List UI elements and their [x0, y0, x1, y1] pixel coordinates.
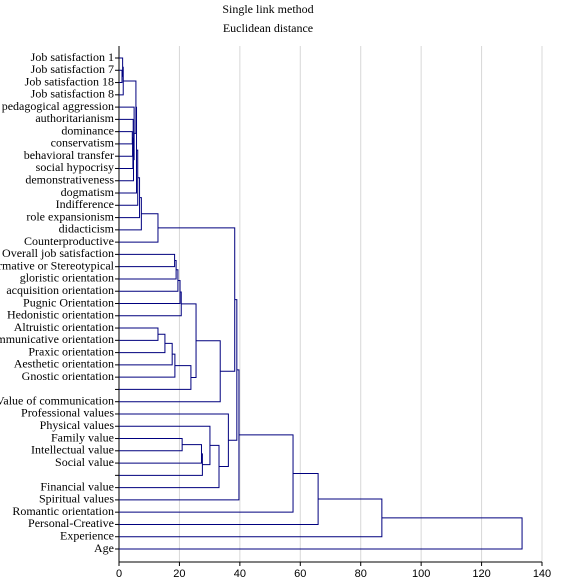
leaf-label: social hypocrisy — [36, 160, 114, 174]
x-tick-label: 120 — [472, 568, 490, 580]
dendrogram-link — [119, 213, 159, 243]
leaf-label: Personal-Creative — [28, 516, 114, 530]
dendrogram-link — [119, 434, 294, 513]
dendrogram-link — [119, 146, 134, 169]
dendrogram-link — [119, 131, 133, 145]
leaf-label: demonstrativeness — [25, 173, 114, 187]
leaf-label: Value of communication — [0, 393, 114, 407]
leaf-label: Age — [94, 541, 114, 555]
leaf-label: Pugnic Orientation — [23, 295, 114, 309]
leaf-label: dogmatism — [61, 185, 115, 199]
leaf-label: didacticism — [59, 222, 115, 236]
leaf-label: Physical values — [40, 418, 115, 432]
dendrogram-link — [119, 438, 183, 452]
dendrogram-link — [119, 118, 134, 159]
leaf-label: Social value — [55, 455, 114, 469]
dendrogram-link — [119, 327, 159, 341]
dendrogram-link — [119, 138, 135, 182]
dendrogram-link — [119, 425, 211, 466]
x-tick-label: 100 — [412, 568, 430, 580]
leaf-label: Aesthetic orientation — [14, 357, 114, 371]
leaf-label: Spiritual values — [39, 492, 114, 506]
leaf-label: Counterproductive — [24, 234, 114, 248]
leaf-label: behavioral transfer — [24, 148, 114, 162]
leaf-label: Gnostic orientation — [22, 369, 114, 383]
leaf-label: Overall job satisfaction — [2, 246, 114, 260]
leaf-label: Job satisfaction 18 — [25, 74, 114, 88]
leaf-label: authoritarianism — [35, 111, 114, 125]
leaf-label: dominance — [61, 123, 114, 137]
dendrogram-link — [119, 260, 177, 280]
leaf-label: Romantic orientation — [12, 504, 114, 518]
x-tick-label: 140 — [533, 568, 551, 580]
dendrogram-link — [119, 253, 176, 268]
leaf-label: Job satisfaction 1 — [31, 50, 114, 64]
dendrogram-link — [119, 137, 134, 157]
dendrogram-link — [119, 413, 229, 468]
leaf-label: Hedonistic orientation — [7, 308, 114, 322]
chart-title: Single link method — [222, 2, 313, 16]
dendrogram-link — [119, 342, 173, 366]
leaf-label: Job satisfaction 7 — [31, 62, 114, 76]
leaf-label: Financial value — [40, 479, 114, 493]
dendrogram-link — [119, 340, 221, 403]
leaf-label: ormative or Stereotypical — [0, 258, 115, 272]
dendrogram-link — [119, 269, 179, 292]
dendrogram-link — [119, 473, 319, 525]
dendrogram-link — [119, 517, 523, 550]
leaf-label: gloristic orientation — [20, 271, 114, 285]
dendrogram-link — [119, 453, 203, 476]
leaf-label: Family value — [51, 430, 114, 444]
leaf-label: Experience — [60, 528, 114, 542]
x-tick-label: 80 — [355, 568, 367, 580]
leaf-label: pedagogical aggression — [2, 99, 114, 113]
x-tick-label: 20 — [173, 568, 185, 580]
leaf-label: Praxic orientation — [28, 344, 114, 358]
dendrogram-link — [181, 303, 197, 379]
x-tick-label: 0 — [116, 568, 122, 580]
x-tick-label: 40 — [234, 568, 246, 580]
dendrogram-link — [119, 444, 220, 489]
dendrogram-link — [119, 291, 182, 317]
dendrogram-link — [119, 106, 135, 161]
dendrogram-link — [228, 299, 238, 441]
leaf-label: Job satisfaction 8 — [31, 87, 114, 101]
chart-subtitle: Euclidean distance — [223, 21, 313, 35]
dendrogram-link — [119, 444, 202, 464]
dendrogram-link — [119, 69, 123, 84]
leaf-label: Intellectual value — [31, 443, 114, 457]
x-tick-label: 60 — [294, 568, 306, 580]
leaf-label: Altruistic orientation — [14, 320, 114, 334]
leaf-label: acquisition orientation — [6, 283, 114, 297]
dendrogram-link — [119, 149, 139, 206]
dendrogram-link — [119, 498, 383, 538]
leaf-label: Professional values — [21, 406, 114, 420]
leaf-label: mmunicative orientation — [0, 332, 114, 346]
leaf-label: role expansionism — [26, 209, 114, 223]
dendrogram-link — [119, 106, 138, 194]
leaf-label: conservatism — [51, 136, 115, 150]
leaf-label: Indifference — [56, 197, 114, 211]
dendrogram-link — [119, 353, 176, 378]
dendrogram-link — [119, 279, 181, 304]
